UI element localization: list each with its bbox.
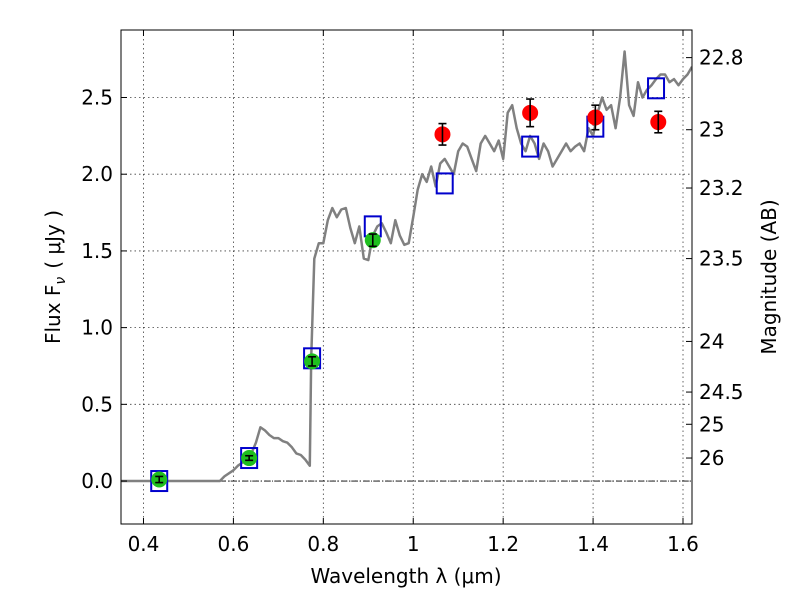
y2-tick-label: 23 <box>699 118 724 142</box>
x-tick-label: 0.4 <box>128 532 160 556</box>
x-tick-label: 0.6 <box>217 532 249 556</box>
y-tick-label: 2.5 <box>81 86 113 110</box>
tick-marks <box>121 30 692 524</box>
y-tick-label: 1.5 <box>81 239 113 263</box>
data-layer <box>121 50 692 493</box>
y2-tick-label: 22.8 <box>699 46 744 70</box>
y-axis-label-main: Flux F <box>41 285 65 344</box>
x-axis-label: Wavelength λ (μm) <box>310 564 501 588</box>
tick-labels: 0.4 0.6 0.8 1 1.2 1.4 1.6 0.0 0.5 1.0 1.5 2.0 2.5 22.… <box>81 46 743 556</box>
x-tick-label: 1 <box>407 532 420 556</box>
y-axis-label-subscript: ν <box>53 277 69 285</box>
y-tick-label: 2.0 <box>81 162 113 186</box>
box-marker <box>435 172 454 195</box>
y2-tick-label: 25 <box>699 412 724 436</box>
y2-tick-label: 24.5 <box>699 380 744 404</box>
box-marker <box>647 77 666 100</box>
y-axis-label-unit: ( μJy ) <box>41 210 65 269</box>
x-tick-label: 1.4 <box>577 532 609 556</box>
y-tick-label: 0.5 <box>81 392 113 416</box>
x-tick-label: 1.6 <box>667 532 699 556</box>
plot-frame <box>120 29 693 525</box>
y2-tick-label: 26 <box>699 446 724 470</box>
x-tick-label: 1.2 <box>487 532 519 556</box>
y2-tick-label: 23.2 <box>699 176 744 200</box>
y-tick-label: 0.0 <box>81 469 113 493</box>
box-marker <box>521 135 540 158</box>
plot-background <box>121 30 692 524</box>
y2-tick-label: 23.5 <box>699 247 744 271</box>
y-tick-label: 1.0 <box>81 316 113 340</box>
y2-tick-label: 24 <box>699 329 724 353</box>
y2-axis-label: Magnitude (AB) <box>757 199 781 354</box>
box-marker <box>150 470 169 493</box>
x-tick-label: 0.8 <box>307 532 339 556</box>
y-axis-label: Flux Fν ( μJy ) <box>41 210 69 344</box>
